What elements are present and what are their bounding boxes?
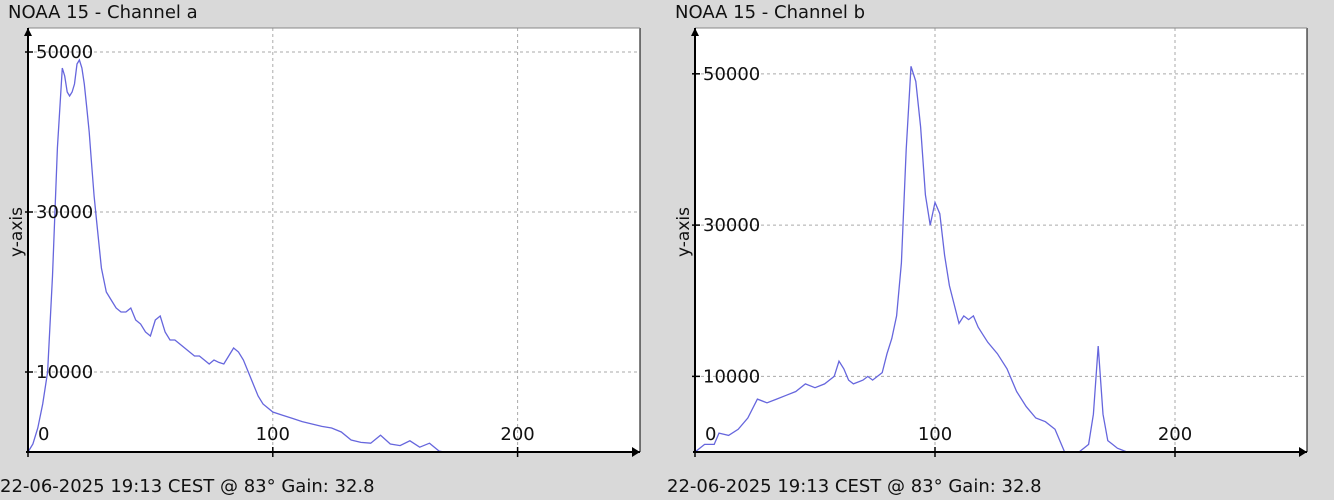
- x-tick-label: 200: [1158, 424, 1192, 445]
- x-tick-label: 100: [918, 424, 952, 445]
- chart-footer: 22-06-2025 19:13 CEST @ 83° Gain: 32.8: [0, 476, 375, 497]
- y-axis-arrow: [691, 28, 699, 36]
- y-tick-label: 50000: [36, 42, 93, 63]
- chart-panel-channel-b: NOAA 15 - Channel b 10000 30000 50000 0 100 2…: [667, 0, 1334, 500]
- chart-title: NOAA 15 - Channel b: [675, 2, 866, 23]
- chart-plot-channel-a: 10000 30000 50000 0 100 200 y-axis: [7, 27, 641, 457]
- chart-footer: 22-06-2025 19:13 CEST @ 83° Gain: 32.8: [667, 476, 1042, 497]
- y-tick-label: 50000: [703, 64, 760, 85]
- y-tick-label: 30000: [703, 215, 760, 236]
- x-tick-label: 0: [38, 424, 49, 445]
- y-axis-label: y-axis: [674, 207, 694, 257]
- x-axis-arrow: [632, 447, 640, 457]
- x-tick-label: 0: [705, 424, 716, 445]
- y-tick-label: 30000: [36, 202, 93, 223]
- x-tick-label: 100: [256, 424, 290, 445]
- chart-plot-channel-b: 10000 30000 50000 0 100 200 y-axis: [674, 27, 1308, 457]
- x-tick-label: 200: [500, 424, 534, 445]
- series-line: [27, 58, 445, 453]
- y-tick-label: 10000: [703, 366, 760, 387]
- y-axis-arrow: [24, 28, 32, 36]
- chart-title: NOAA 15 - Channel a: [8, 2, 198, 23]
- plot-area: [695, 28, 1307, 452]
- y-tick-label: 10000: [36, 362, 93, 383]
- x-axis-arrow: [1299, 447, 1307, 457]
- chart-panel-channel-a: NOAA 15 - Channel a 10000 30000 50000 0 100 2…: [0, 2, 641, 497]
- plot-area: [28, 28, 640, 452]
- y-axis-label: y-axis: [7, 207, 27, 257]
